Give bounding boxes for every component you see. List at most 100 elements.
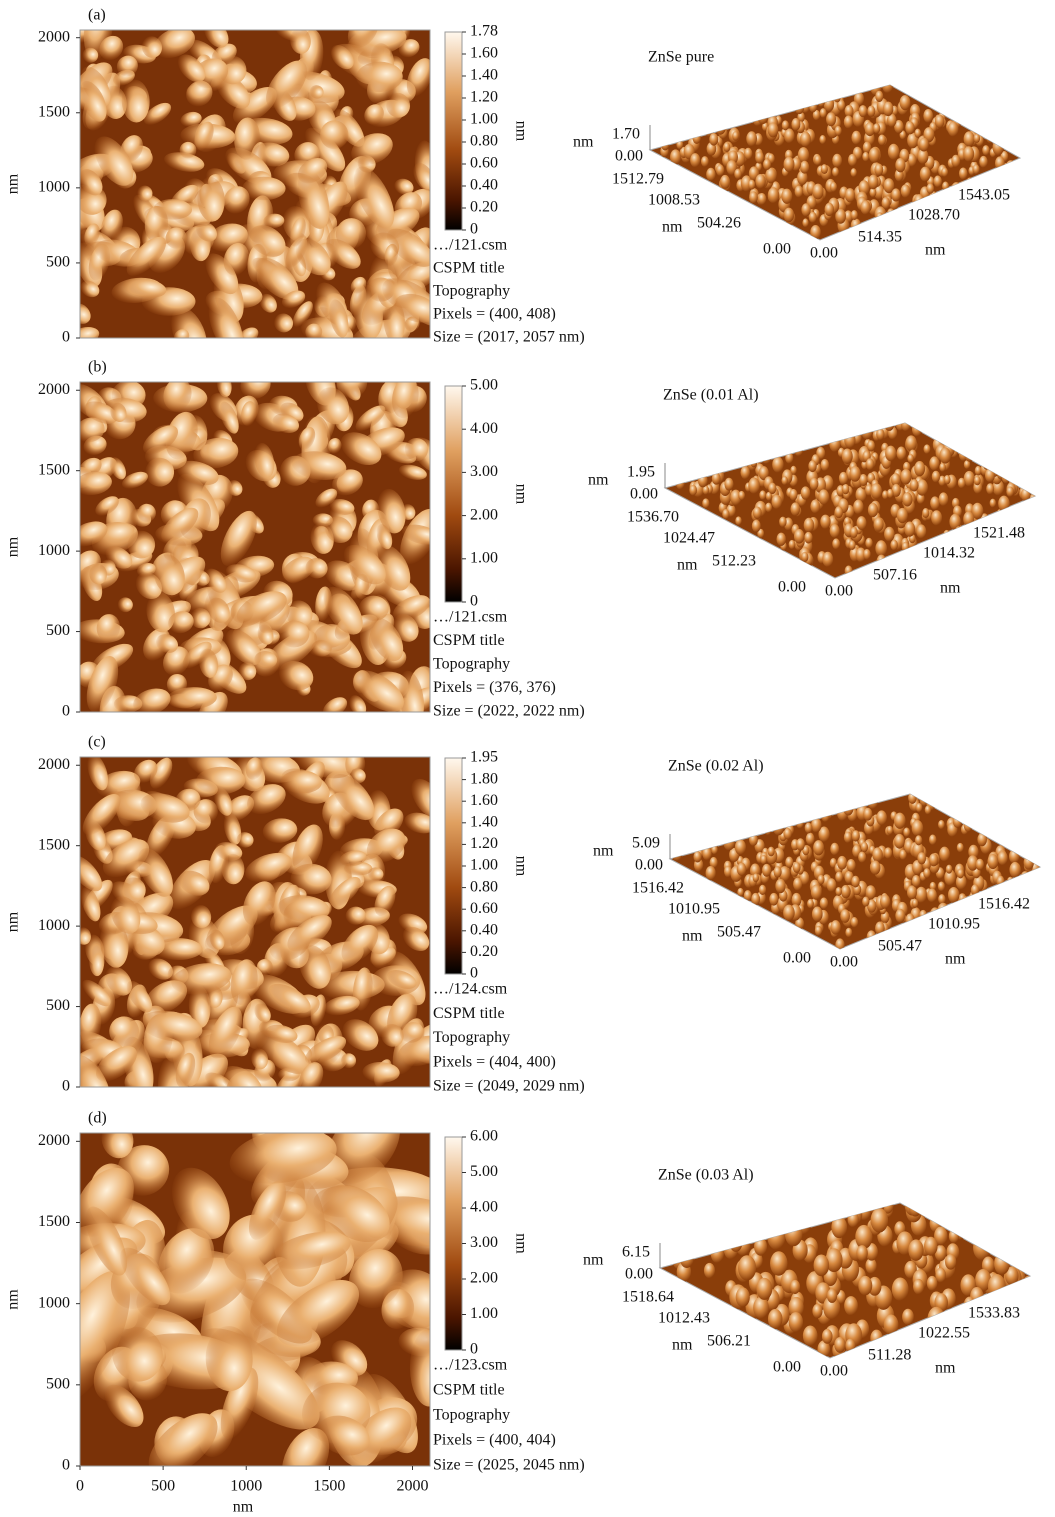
surface-grain <box>750 458 757 468</box>
grain <box>280 770 322 794</box>
surface-grain <box>922 507 930 519</box>
surface-grain <box>898 923 906 934</box>
surface-y-tick: 1012.43 <box>658 1310 710 1327</box>
colorbar <box>444 1136 463 1351</box>
grain <box>94 136 134 186</box>
surface-grain <box>788 1296 804 1319</box>
surface-grain <box>838 471 849 485</box>
y-tick-label: 0 <box>62 1078 70 1095</box>
surface-x-tick: 0.00 <box>830 954 858 971</box>
surface-grain <box>748 179 756 190</box>
grain <box>259 293 277 313</box>
surface-grain <box>817 874 825 885</box>
surface-grain <box>873 123 881 134</box>
surface-grain <box>801 203 811 217</box>
grain <box>110 402 127 422</box>
grain <box>82 793 121 835</box>
surface-grain <box>734 839 746 855</box>
surface-grain <box>955 874 967 890</box>
surface-grain <box>963 819 973 832</box>
surface-grain <box>964 448 975 462</box>
grain <box>121 471 148 489</box>
surface-grain <box>779 516 787 528</box>
info-line: Pixels = (400, 404) <box>433 1432 556 1449</box>
surface-x-unit: nm <box>940 580 961 597</box>
surface-grain <box>810 499 821 514</box>
surface-grain <box>711 845 718 855</box>
grain <box>122 278 167 298</box>
grain <box>406 58 430 97</box>
grain <box>225 629 262 666</box>
grain <box>256 958 273 976</box>
surface-grain <box>996 875 1005 888</box>
surface-grain <box>931 510 943 526</box>
grain <box>89 942 105 977</box>
surface-grain <box>844 432 856 449</box>
surface-grain <box>1034 491 1035 503</box>
grain <box>305 1036 347 1065</box>
grain <box>80 1003 102 1045</box>
surface-grain <box>1007 512 1016 525</box>
grain <box>278 661 314 691</box>
grain <box>205 1325 253 1392</box>
surface-grain <box>805 832 815 845</box>
surface-grain <box>963 470 975 487</box>
surface-grain <box>835 871 843 883</box>
grain <box>320 1184 390 1242</box>
grain <box>219 401 239 434</box>
surface-grain <box>850 917 859 928</box>
grain <box>341 1053 357 1069</box>
surface-grain <box>915 886 927 903</box>
surface-grain <box>818 489 830 505</box>
surface-grain <box>770 1251 788 1276</box>
surface-grain <box>923 444 931 454</box>
surface-grain <box>762 863 772 877</box>
surface-grain <box>837 99 846 111</box>
grain <box>216 74 251 109</box>
surface-grain <box>765 167 777 184</box>
surface-grain <box>966 896 977 911</box>
grain <box>333 109 365 147</box>
grain <box>329 299 349 338</box>
surface-title: ZnSe (0.03 Al) <box>658 1167 754 1184</box>
surface-grain <box>883 178 895 194</box>
surface-grain <box>821 1328 833 1344</box>
grain <box>84 401 118 424</box>
surface-grain <box>1002 509 1009 519</box>
surface-grain <box>968 844 979 860</box>
surface-grain <box>933 175 942 188</box>
grain <box>317 1415 370 1456</box>
grain <box>188 984 211 1028</box>
grain <box>236 832 254 848</box>
z-max: 1.70 <box>612 126 640 143</box>
surface-grain <box>957 477 966 489</box>
surface-grain <box>997 851 1008 866</box>
surface-grain <box>804 531 813 544</box>
grain <box>80 1270 130 1405</box>
grain <box>279 620 310 648</box>
surface-x-tick: 1516.42 <box>978 896 1030 913</box>
surface-grain <box>958 167 968 180</box>
surface-grain <box>807 898 814 909</box>
surface-grain <box>783 828 792 840</box>
colorbar-tick-label: 1.80 <box>470 770 498 787</box>
colorbar-tick-label: 0.40 <box>470 921 498 938</box>
x-tick-label: 1000 <box>230 1478 262 1495</box>
surface-grain <box>813 840 825 856</box>
grain <box>236 591 287 626</box>
surface-grain <box>939 846 950 862</box>
y-tick-label: 1000 <box>38 542 70 559</box>
grain <box>297 158 328 184</box>
y-tick-label: 1500 <box>38 836 70 853</box>
surface-grain <box>855 487 867 503</box>
info-line: …/124.csm <box>433 981 508 998</box>
grain <box>221 1066 263 1087</box>
colorbar-tick-label: 1.60 <box>470 45 498 62</box>
surface-grain <box>860 200 871 215</box>
grain <box>175 1052 196 1087</box>
surface-grain <box>715 164 725 176</box>
surface-grain <box>975 1268 992 1292</box>
grain <box>195 766 246 795</box>
surface-grain <box>905 548 913 558</box>
surface-x-tick: 0.00 <box>810 245 838 262</box>
